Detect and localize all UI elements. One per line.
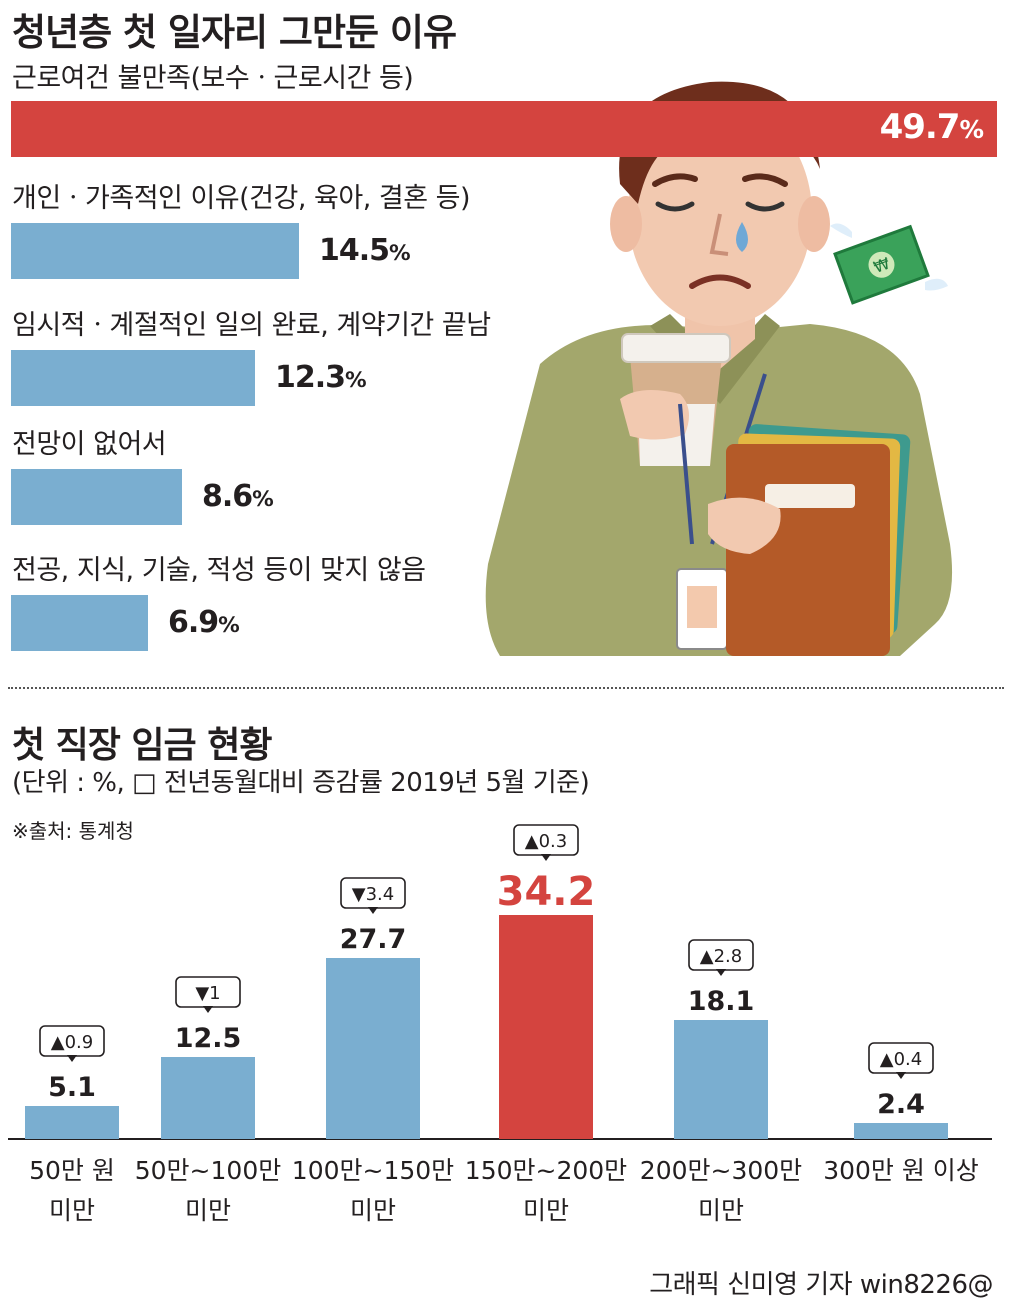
reason-bar-1 (11, 101, 997, 157)
page-title: 청년층 첫 일자리 그만둔 이유 (12, 11, 457, 54)
reason-bar-5 (11, 595, 148, 651)
change-text-4: ▲0.3 (525, 831, 567, 852)
wage-value-label-6: 2.4 (877, 1089, 925, 1120)
reason-label-5: 전공, 지식, 기술, 적성 등이 맞지 않음 (12, 555, 426, 586)
reason-bar-4 (11, 469, 182, 525)
reason-value-3: 12.3% (275, 360, 367, 395)
change-text-3: ▼3.4 (352, 884, 394, 905)
wage-value-label-3: 27.7 (340, 924, 407, 955)
category-label-4-1: 150만~200만 (465, 1156, 627, 1185)
change-text-6: ▲0.4 (880, 1049, 922, 1070)
category-label-4-2: 미만 (523, 1196, 569, 1225)
reason-label-2: 개인ㆍ가족적인 이유(건강, 육아, 결혼 등) (12, 183, 471, 214)
change-callout-2: ▼1 (175, 976, 241, 1013)
wage-chart-unit-note: (단위 : %, □ 전년동월대비 증감률 2019년 5월 기준) (12, 768, 590, 798)
reason-value-5: 6.9% (168, 605, 240, 640)
wage-value-label-1: 5.1 (48, 1072, 96, 1103)
category-label-5-2: 미만 (698, 1196, 744, 1225)
reason-value-4: 8.6% (202, 479, 274, 514)
wage-bar-2 (161, 1057, 255, 1139)
wage-value-label-4: 34.2 (497, 869, 596, 915)
section-divider (8, 687, 1004, 689)
change-callout-3: ▼3.4 (340, 877, 406, 914)
wage-bar-4 (499, 915, 593, 1139)
graphic-credit: 그래픽 신미영 기자 win8226@ (649, 1270, 993, 1300)
change-text-5: ▲2.8 (700, 946, 742, 967)
wage-bar-5 (674, 1020, 768, 1139)
category-label-3-1: 100만~150만 (292, 1156, 454, 1185)
category-label-6-1: 300만 원 이상 (823, 1156, 979, 1185)
svg-text:₩: ₩ (871, 254, 893, 277)
wage-value-label-5: 18.1 (688, 986, 755, 1017)
wage-chart-title: 첫 직장 임금 현황 (12, 725, 272, 766)
reason-label-4: 전망이 없어서 (12, 429, 167, 460)
category-label-2-2: 미만 (185, 1196, 231, 1225)
reason-bar-2 (11, 223, 299, 279)
wage-bar-1 (25, 1106, 119, 1139)
change-callout-5: ▲2.8 (688, 939, 754, 976)
category-label-5-1: 200만~300만 (640, 1156, 802, 1185)
category-label-3-2: 미만 (350, 1196, 396, 1225)
reason-label-1: 근로여건 불만족(보수ㆍ근로시간 등) (12, 63, 414, 94)
reason-value-1: 49.7% (879, 107, 984, 147)
change-callout-6: ▲0.4 (868, 1042, 934, 1079)
reason-value-2: 14.5% (319, 233, 411, 268)
change-callout-4: ▲0.3 (513, 824, 579, 861)
category-label-2-1: 50만~100만 (135, 1156, 281, 1185)
wage-bar-3 (326, 958, 420, 1139)
wage-chart-source: ※출처: 통계청 (12, 819, 134, 843)
category-label-1-2: 미만 (49, 1196, 95, 1225)
reason-label-3: 임시적ㆍ계절적인 일의 완료, 계약기간 끝남 (12, 310, 491, 341)
change-callout-1: ▲0.9 (39, 1025, 105, 1062)
reason-bar-3 (11, 350, 255, 406)
wage-value-label-2: 12.5 (175, 1023, 242, 1054)
change-text-2: ▼1 (195, 983, 220, 1004)
wage-bar-6 (854, 1123, 948, 1139)
category-label-1-1: 50만 원 (29, 1156, 115, 1185)
change-text-1: ▲0.9 (51, 1032, 93, 1053)
